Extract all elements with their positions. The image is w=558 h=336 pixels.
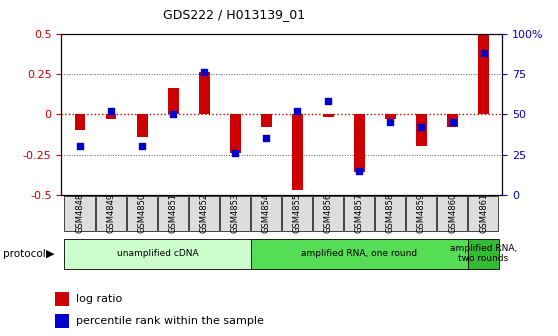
Bar: [105, 114, 117, 119]
Text: GSM4861: GSM4861: [479, 193, 488, 234]
Text: GSM4860: GSM4860: [448, 193, 457, 234]
Text: GSM4852: GSM4852: [200, 193, 209, 234]
Point: [448, 120, 457, 125]
FancyBboxPatch shape: [65, 196, 95, 231]
FancyBboxPatch shape: [437, 196, 468, 231]
Point: [479, 50, 488, 56]
Point: [200, 70, 209, 75]
Text: GSM4853: GSM4853: [230, 193, 240, 234]
Text: GSM4848: GSM4848: [75, 193, 84, 234]
FancyBboxPatch shape: [282, 196, 312, 231]
Point: [324, 99, 333, 104]
Text: GSM4849: GSM4849: [107, 193, 116, 234]
Bar: [385, 114, 396, 119]
Bar: [137, 114, 147, 137]
Bar: [323, 114, 334, 118]
Bar: [55, 314, 69, 329]
FancyBboxPatch shape: [375, 196, 405, 231]
FancyBboxPatch shape: [220, 196, 250, 231]
Point: [231, 150, 240, 156]
Text: amplified RNA,
two rounds: amplified RNA, two rounds: [450, 244, 517, 263]
Text: GSM4857: GSM4857: [355, 193, 364, 234]
FancyBboxPatch shape: [468, 239, 499, 269]
Text: GDS222 / H013139_01: GDS222 / H013139_01: [163, 8, 305, 22]
Text: GSM4850: GSM4850: [138, 193, 147, 234]
FancyBboxPatch shape: [406, 196, 436, 231]
Bar: [168, 88, 179, 114]
Text: ▶: ▶: [46, 249, 54, 259]
Bar: [261, 114, 272, 127]
FancyBboxPatch shape: [95, 196, 126, 231]
Text: log ratio: log ratio: [76, 294, 123, 304]
Bar: [292, 114, 303, 190]
Bar: [230, 114, 240, 153]
FancyBboxPatch shape: [65, 239, 251, 269]
Bar: [55, 292, 69, 306]
FancyBboxPatch shape: [468, 196, 498, 231]
Bar: [354, 114, 365, 172]
Text: GSM4859: GSM4859: [417, 193, 426, 234]
FancyBboxPatch shape: [251, 239, 468, 269]
Point: [293, 108, 302, 114]
Text: GSM4858: GSM4858: [386, 193, 395, 234]
FancyBboxPatch shape: [127, 196, 157, 231]
FancyBboxPatch shape: [157, 196, 188, 231]
Point: [262, 136, 271, 141]
Bar: [478, 34, 489, 114]
Text: GSM4855: GSM4855: [293, 193, 302, 234]
Point: [107, 108, 116, 114]
Bar: [447, 114, 458, 127]
FancyBboxPatch shape: [344, 196, 374, 231]
Text: GSM4854: GSM4854: [262, 193, 271, 234]
Point: [75, 144, 84, 149]
FancyBboxPatch shape: [313, 196, 343, 231]
FancyBboxPatch shape: [189, 196, 219, 231]
Text: amplified RNA, one round: amplified RNA, one round: [301, 249, 417, 258]
Point: [417, 124, 426, 130]
Point: [386, 120, 395, 125]
Bar: [75, 114, 85, 130]
Text: protocol: protocol: [3, 249, 46, 259]
Point: [138, 144, 147, 149]
Text: percentile rank within the sample: percentile rank within the sample: [76, 317, 264, 326]
Point: [355, 168, 364, 173]
Text: GSM4851: GSM4851: [169, 193, 177, 234]
Bar: [199, 72, 210, 114]
Text: GSM4856: GSM4856: [324, 193, 333, 234]
FancyBboxPatch shape: [251, 196, 281, 231]
Bar: [416, 114, 427, 146]
Point: [169, 112, 177, 117]
Text: unamplified cDNA: unamplified cDNA: [117, 249, 199, 258]
